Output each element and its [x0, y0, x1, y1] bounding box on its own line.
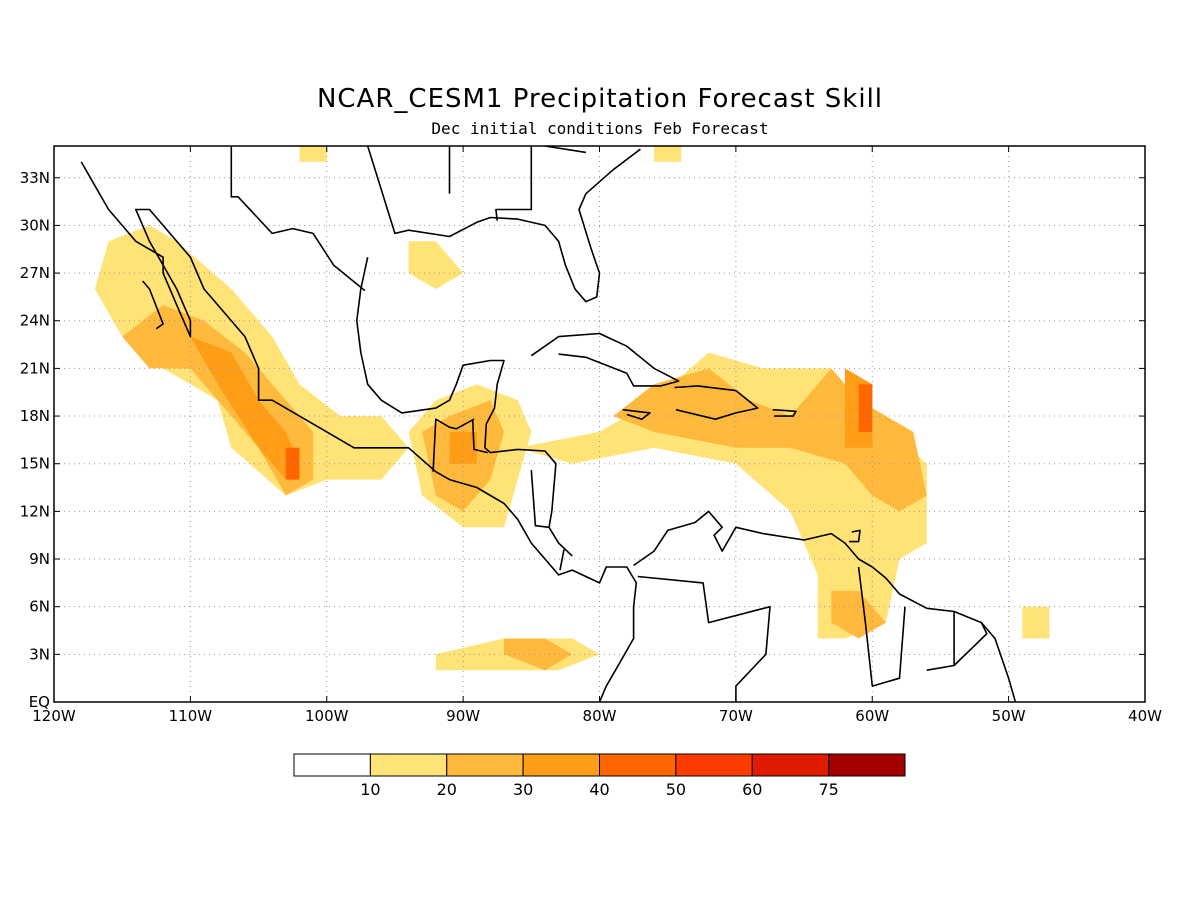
coastline-9	[230, 146, 366, 292]
coastline-2	[355, 257, 573, 557]
skill-shading-layer	[94, 146, 1050, 671]
lat-tick-label: 9N	[29, 550, 50, 568]
lon-tick-label: 50W	[992, 707, 1026, 725]
coastline-11	[432, 418, 475, 472]
coastline-19	[544, 146, 587, 154]
lat-tick-label: 21N	[20, 359, 50, 377]
coastline-14	[637, 575, 771, 702]
colorbar-swatch-3	[522, 753, 600, 777]
colorbar-label: 40	[589, 780, 609, 799]
colorbar-label: 60	[742, 780, 762, 799]
coastline-5	[674, 385, 759, 421]
lat-tick-label: 6N	[29, 598, 50, 616]
lon-tick-label: 40W	[1128, 707, 1162, 725]
lon-tick-label: 90W	[446, 707, 480, 725]
coastline-10	[471, 419, 488, 454]
lon-tick-label: 120W	[32, 707, 76, 725]
lat-tick-label: 24N	[20, 312, 50, 330]
map-subtitle: Dec initial conditions Feb Forecast	[431, 119, 769, 138]
lat-tick-label: 18N	[20, 407, 50, 425]
lon-tick-label: 110W	[169, 707, 213, 725]
colorbar: 10 20 30 40 50 60 75	[293, 753, 906, 799]
colorbar-label: 20	[437, 780, 457, 799]
skill-region-0	[94, 225, 409, 496]
lat-tick-label: 15N	[20, 455, 50, 473]
skill-region-17	[654, 146, 682, 162]
colorbar-swatch-6	[751, 753, 830, 777]
map-title: NCAR_CESM1 Precipitation Forecast Skill	[316, 84, 884, 114]
coastline-7	[772, 408, 797, 417]
coastline-21	[141, 280, 164, 330]
coastline-20	[849, 529, 861, 543]
colorbar-swatch-7	[828, 753, 906, 777]
colorbar-label: 10	[360, 780, 380, 799]
skill-region-2	[190, 336, 300, 480]
coastlines-layer	[80, 146, 1017, 702]
grid-lines	[54, 146, 1145, 702]
skill-region-13	[504, 638, 573, 671]
coastline-3	[633, 510, 1017, 702]
colorbar-swatch-1	[369, 753, 448, 777]
coastline-0	[80, 161, 638, 702]
colorbar-label: 30	[513, 780, 533, 799]
colorbar-label: 75	[818, 780, 838, 799]
lat-tick-label: EQ	[29, 693, 50, 711]
lat-tick-label: 3N	[29, 645, 50, 663]
coastline-18	[495, 146, 533, 221]
coastline-17	[953, 622, 988, 667]
coastline-1	[366, 146, 641, 303]
skill-region-3	[285, 447, 300, 480]
colorbar-swatch-0	[293, 753, 371, 777]
lat-tick-label: 27N	[20, 264, 50, 282]
lon-tick-label: 60W	[855, 707, 889, 725]
lat-tick-label: 30N	[20, 216, 50, 234]
lon-tick-label: 100W	[305, 707, 349, 725]
skill-region-14	[408, 241, 464, 289]
axis-ticks: 120W 110W 100W 90W 80W 70W 60W 50W 40W EQ 3N 6N 9N 12…	[20, 146, 1162, 725]
colorbar-swatch-2	[446, 753, 524, 777]
coastline-15	[857, 566, 906, 687]
coastline-4	[530, 332, 680, 387]
colorbar-swatch-5	[675, 753, 753, 777]
coastline-12	[530, 470, 550, 529]
skill-region-15	[1022, 606, 1050, 639]
map-frame	[53, 145, 1146, 703]
lon-tick-label: 80W	[583, 707, 617, 725]
coastline-16	[926, 611, 955, 671]
colorbar-swatch-4	[599, 753, 677, 777]
skill-region-10	[858, 384, 873, 432]
lat-tick-label: 33N	[20, 169, 50, 187]
coastline-6	[622, 408, 651, 421]
lon-tick-label: 70W	[719, 707, 753, 725]
lat-tick-label: 12N	[20, 502, 50, 520]
skill-region-16	[299, 146, 327, 162]
skill-region-6	[449, 431, 477, 464]
coastline-13	[559, 549, 565, 571]
colorbar-label: 50	[666, 780, 686, 799]
